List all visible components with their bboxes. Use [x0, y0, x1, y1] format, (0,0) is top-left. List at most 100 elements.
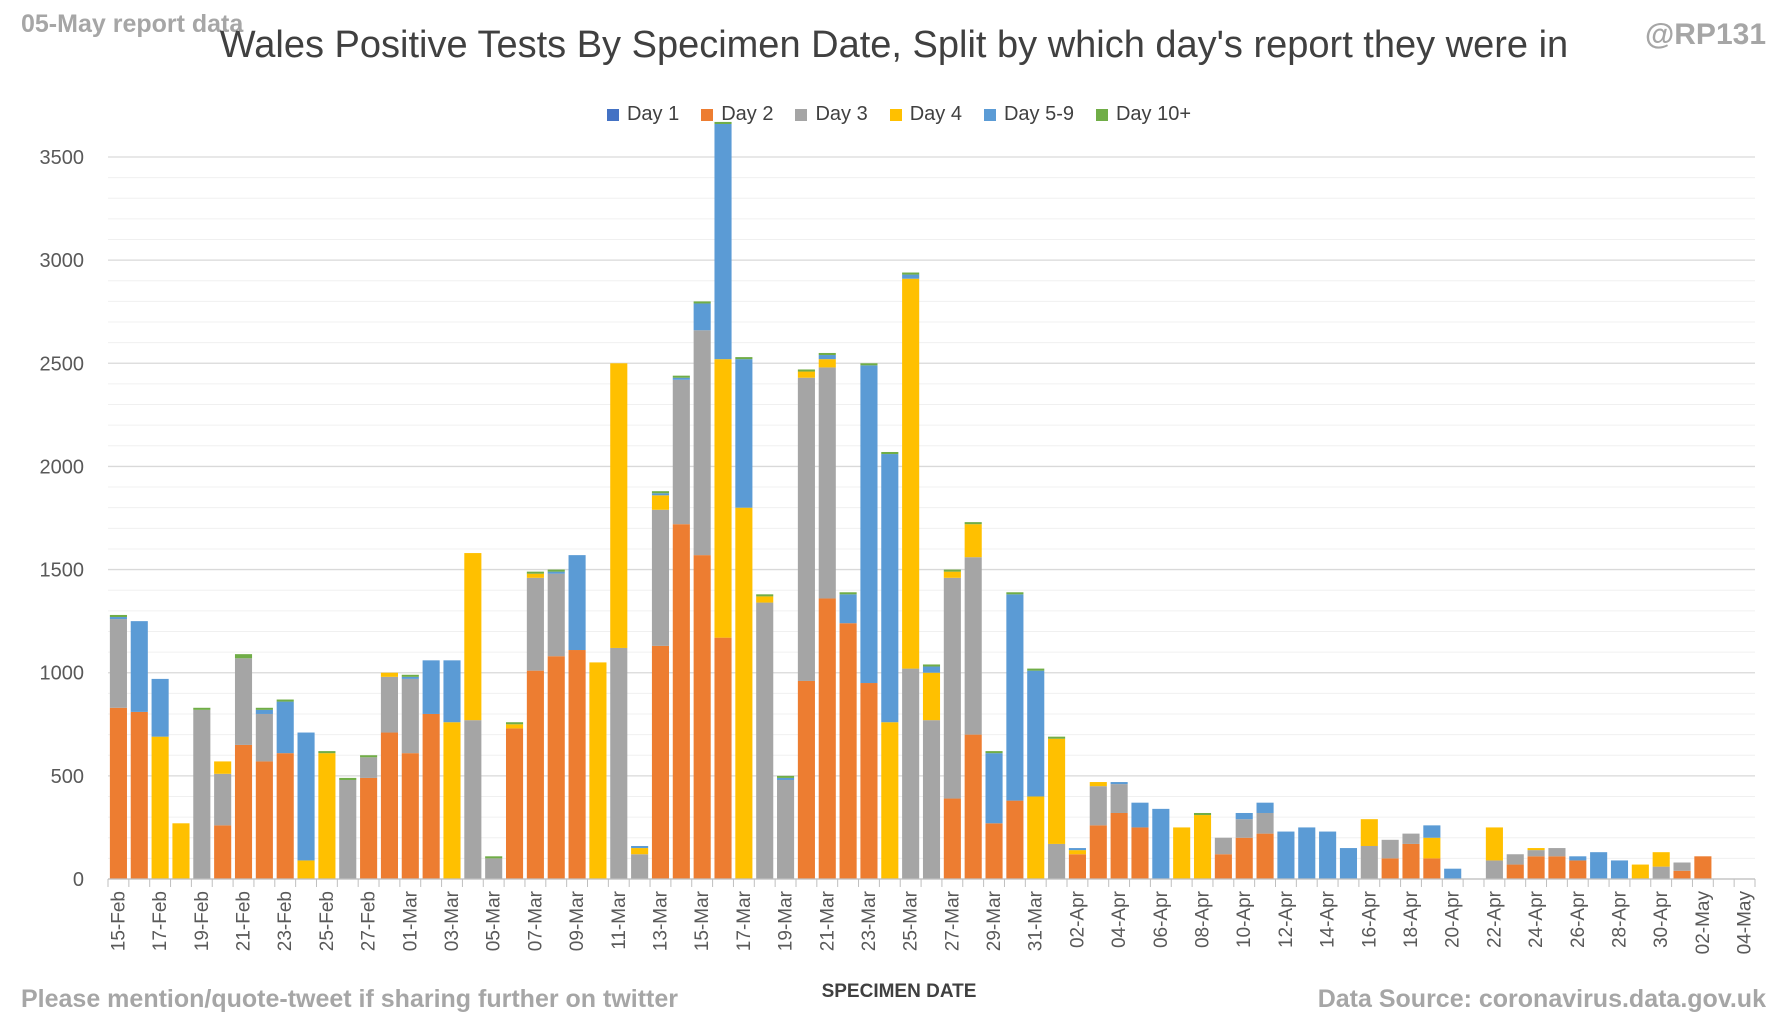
bar-segment [276, 753, 294, 879]
bar-segment [505, 728, 524, 879]
bar-segment [1339, 848, 1358, 879]
bar-segment [1444, 868, 1462, 879]
bar-segment [1048, 738, 1066, 844]
y-tick-label: 1500 [40, 560, 85, 582]
bar-segment [631, 854, 649, 879]
bar-segment [860, 683, 878, 879]
bar-segment [1652, 852, 1670, 867]
bar-segment [193, 709, 211, 879]
bar-segment [1381, 858, 1399, 879]
bar-segment [735, 357, 753, 360]
x-tick-label: 16-Apr [1359, 890, 1380, 948]
bar-segment [255, 707, 273, 710]
x-tick-label: 15-Feb [108, 891, 129, 951]
bar-segment [1006, 592, 1024, 595]
x-tick-label: 09-Mar [567, 890, 588, 951]
bar-segment [610, 647, 628, 879]
bar-segment [1256, 833, 1274, 879]
legend-swatch [795, 108, 808, 121]
bar-segment [818, 359, 836, 368]
bar-segment [756, 594, 774, 597]
x-tick-label: 29-Mar [984, 890, 1005, 951]
x-tick-label: 13-Mar [650, 890, 671, 951]
bar-segment [797, 369, 815, 372]
bar-segment [693, 301, 711, 304]
x-tick-label: 02-Apr [1067, 890, 1088, 948]
bar-segment [214, 773, 232, 826]
bar-segment [943, 798, 961, 879]
bar-segment [234, 658, 253, 745]
bar-segment [1694, 856, 1712, 879]
bar-segment [1485, 860, 1503, 879]
bar-segment [1569, 856, 1587, 861]
report-date-label: 05-May report data [21, 10, 244, 38]
x-tick-label: 25-Mar [901, 890, 922, 951]
bar-segment [1548, 848, 1566, 857]
bar-segment [1402, 833, 1420, 844]
bar-segment [818, 352, 836, 356]
x-tick-label: 08-Apr [1193, 890, 1214, 948]
bar-segment [1152, 808, 1170, 879]
share-note: Please mention/quote-tweet if sharing fu… [21, 985, 679, 1013]
bar-segment [964, 557, 982, 735]
bar-segment [297, 860, 315, 879]
bar-segment [464, 553, 482, 721]
bar-segment [651, 645, 670, 879]
bar-segment [109, 619, 127, 708]
bar-segment [777, 777, 795, 780]
x-tick-label: 01-Mar [400, 890, 421, 951]
legend-item: Day 10+ [1095, 103, 1191, 126]
bar-segment [505, 724, 524, 729]
bar-segment [485, 858, 503, 879]
bar-segment [797, 377, 815, 681]
bar-segment [464, 720, 482, 879]
bar-segment [1673, 862, 1691, 871]
x-tick-label: 24-Apr [1526, 890, 1547, 948]
x-tick-label: 21-Feb [234, 891, 255, 951]
bar-segment [672, 375, 690, 378]
chart-legend: Day 1 Day 2 Day 3 Day 4 Day 5-9 Day 10+ [0, 103, 1788, 126]
bar-segment [1089, 786, 1107, 826]
bar-segment [1048, 843, 1066, 879]
bar-segment [568, 650, 586, 879]
bar-segment [651, 491, 670, 494]
bar-segment [380, 676, 398, 733]
legend-item: Day 4 [889, 103, 962, 126]
bar-segment [1631, 864, 1649, 879]
x-tick-label: 04-Apr [1109, 890, 1130, 948]
bar-segment [672, 377, 690, 380]
bar-segment [735, 359, 753, 508]
bar-segment [1110, 784, 1128, 813]
bar-segment [902, 668, 920, 879]
bar-segment [797, 371, 815, 378]
bar-segment [1527, 856, 1545, 879]
bar-segment [1131, 827, 1149, 879]
bar-segment [714, 637, 732, 879]
bar-segment [756, 596, 774, 603]
bar-segment [1506, 864, 1524, 879]
bar-segment [1006, 594, 1024, 801]
bar-segment [631, 845, 649, 849]
bar-segment [1089, 782, 1107, 787]
x-tick-label: 22-Apr [1484, 890, 1505, 948]
bar-segment [485, 856, 503, 859]
bar-segment [151, 736, 169, 879]
data-source-note: Data Source: coronavirus.data.gov.uk [1317, 985, 1766, 1013]
chart-title: Wales Positive Tests By Specimen Date, S… [219, 24, 1569, 66]
bar-segment [1235, 819, 1253, 838]
bar-segment [610, 363, 628, 648]
bar-segment [276, 701, 294, 754]
bar-segment [1485, 827, 1503, 861]
bar-segment [1089, 825, 1107, 879]
bar-segment [714, 123, 732, 360]
x-tick-label: 27-Feb [359, 891, 380, 951]
x-tick-label: 15-Mar [692, 890, 713, 951]
y-tick-label: 1000 [40, 663, 85, 685]
bar-segment [902, 278, 920, 669]
bar-segment [860, 363, 878, 366]
bar-segment [964, 524, 982, 558]
bar-segment [151, 678, 169, 737]
bar-segment [526, 577, 544, 671]
